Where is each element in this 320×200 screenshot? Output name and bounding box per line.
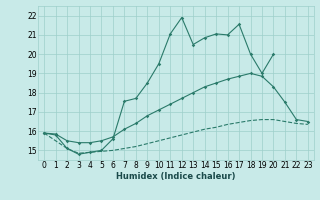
X-axis label: Humidex (Indice chaleur): Humidex (Indice chaleur) xyxy=(116,172,236,181)
